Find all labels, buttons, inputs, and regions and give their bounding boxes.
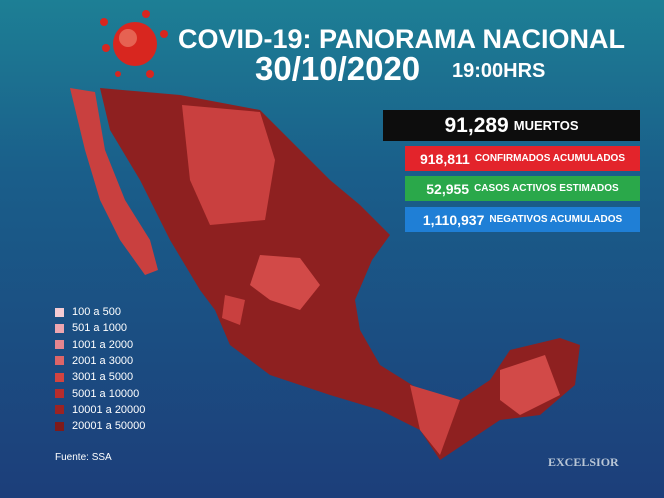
legend-item: 3001 a 5000 xyxy=(55,371,133,383)
legend-label: 20001 a 50000 xyxy=(72,420,146,433)
legend-swatch xyxy=(55,421,64,431)
legend-swatch xyxy=(55,372,64,382)
region xyxy=(500,355,560,415)
legend-item: 501 a 1000 xyxy=(55,322,127,334)
legend-label: 1001 a 2000 xyxy=(72,338,134,351)
region xyxy=(182,105,275,225)
legend-swatch xyxy=(55,307,64,317)
legend-swatch xyxy=(55,323,64,333)
legend-item: 20001 a 50000 xyxy=(55,420,145,432)
region xyxy=(410,385,460,455)
stat-label: CONFIRMADOS ACUMULADOS xyxy=(474,153,626,164)
stat-box: 918,811 CONFIRMADOS ACUMULADOS xyxy=(405,146,640,171)
legend-item: 2001 a 3000 xyxy=(55,355,133,367)
legend-swatch xyxy=(55,389,64,398)
stat-value: 918,811 xyxy=(419,150,470,167)
stat-box: 52,955 CASOS ACTIVOS ESTIMADOS xyxy=(405,176,640,201)
legend-label: 5001 a 10000 xyxy=(72,387,140,400)
brand: EXCELSIOR xyxy=(548,455,619,469)
legend-label: 3001 a 5000 xyxy=(72,371,134,384)
stat-value: 91,289 xyxy=(444,113,509,137)
source: Fuente: SSA xyxy=(55,452,112,463)
date: 30/10/2020 xyxy=(255,50,421,87)
legend-item: 10001 a 20000 xyxy=(55,404,145,416)
region xyxy=(250,255,320,310)
stat-box: 1,110,937 NEGATIVOS ACUMULADOS xyxy=(405,207,640,232)
legend-item: 100 a 500 xyxy=(55,306,121,318)
legend-swatch xyxy=(55,340,64,350)
time: 19:00HRS xyxy=(452,60,546,82)
legend-label: 100 a 500 xyxy=(72,306,121,318)
stat-value: 1,110,937 xyxy=(422,211,485,228)
legend-label: 10001 a 20000 xyxy=(72,403,146,416)
legend-swatch xyxy=(55,405,64,415)
stat-box: 91,289 MUERTOS xyxy=(383,110,640,141)
globe-icon xyxy=(100,10,168,78)
legend-label: 501 a 1000 xyxy=(72,322,128,335)
stat-label: CASOS ACTIVOS ESTIMADOS xyxy=(474,183,619,194)
legend-label: 2001 a 3000 xyxy=(72,354,134,367)
legend-swatch xyxy=(55,356,64,366)
title: COVID-19: PANORAMA NACIONAL xyxy=(178,24,626,54)
stat-label: NEGATIVOS ACUMULADOS xyxy=(489,214,623,225)
region xyxy=(222,295,245,325)
legend-item: 5001 a 10000 xyxy=(55,388,139,400)
baja-california xyxy=(70,88,158,275)
stat-label: MUERTOS xyxy=(513,118,579,133)
legend-item: 1001 a 2000 xyxy=(55,339,133,351)
stat-value: 52,955 xyxy=(426,180,470,197)
